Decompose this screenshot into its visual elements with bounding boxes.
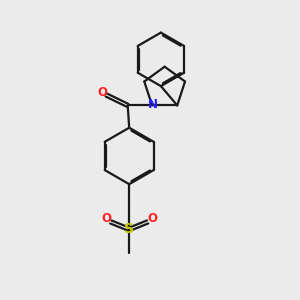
Text: O: O bbox=[101, 212, 111, 225]
Text: O: O bbox=[147, 212, 157, 225]
Text: N: N bbox=[148, 98, 158, 111]
Text: O: O bbox=[98, 86, 108, 99]
Text: S: S bbox=[124, 222, 134, 236]
